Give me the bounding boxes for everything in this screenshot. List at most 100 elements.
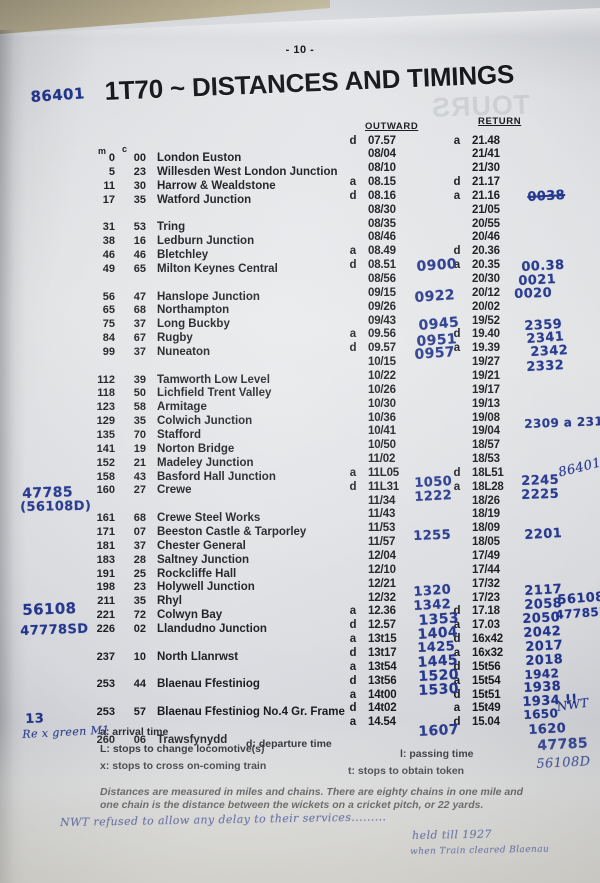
handwritten-note: (56108D) xyxy=(20,498,92,515)
outward-time: 09/43 xyxy=(368,314,396,327)
chains-value: 30 xyxy=(133,179,146,192)
chains-value: 27 xyxy=(133,484,146,497)
timing-row: a 13t15 d 16x42 xyxy=(0,633,600,647)
station-name: Armitage xyxy=(157,401,207,414)
timing-row: 11/34 18/26 xyxy=(0,495,600,509)
return-time: 15.04 xyxy=(472,716,526,728)
outward-time: 08/10 xyxy=(368,162,396,175)
timing-row: 12/10 17/44 xyxy=(0,564,600,578)
miles-value: 31 xyxy=(102,221,115,234)
distance-cell: 183 28 xyxy=(88,554,146,568)
outward-time: 12/32 xyxy=(368,591,396,604)
chains-value: 67 xyxy=(133,332,146,345)
station-name: Llandudno Junction xyxy=(157,622,267,635)
station-name: Tring xyxy=(157,221,186,234)
chains-value: 37 xyxy=(133,345,146,358)
return-flag: d xyxy=(453,328,461,341)
miles-value: 141 xyxy=(96,442,115,455)
station-name: Beeston Castle & Tarporley xyxy=(157,525,307,538)
outward-time: 12/21 xyxy=(368,577,396,590)
return-time: 21/41 xyxy=(472,148,500,161)
return-time: 17/44 xyxy=(472,563,500,576)
miles-value: 49 xyxy=(102,262,115,275)
miles-value: 237 xyxy=(96,650,115,663)
distance-cell: 129 35 xyxy=(88,415,146,429)
distance-cell: 135 70 xyxy=(88,429,146,443)
timing-row: d 08.16 a 21.16 xyxy=(0,190,600,204)
outward-flag: d xyxy=(349,674,357,687)
distance-cell: 171 07 xyxy=(88,526,146,540)
page-folio-number: - 10 - xyxy=(285,44,315,56)
handwritten-note: 2332 xyxy=(526,358,565,375)
station-name: Watford Junction xyxy=(157,193,252,206)
outward-time: 08/56 xyxy=(368,273,396,285)
return-time: 18/19 xyxy=(472,508,500,521)
miles-value: 198 xyxy=(96,581,115,594)
station-name: Crewe xyxy=(157,484,192,497)
return-flag: a xyxy=(453,619,461,632)
timing-row: 08/46 20/46 xyxy=(0,231,600,245)
return-time: 16x32 xyxy=(472,646,503,659)
handwritten-note: 1255 xyxy=(413,527,452,544)
station-name: Colwyn Bay xyxy=(157,609,223,622)
distance-cell: 11 30 xyxy=(88,180,146,194)
outward-time: 14.54 xyxy=(368,716,418,728)
distance-cell: 141 19 xyxy=(88,443,146,457)
miles-value: 123 xyxy=(96,401,115,414)
timing-row: d 07.57 a 21.48 xyxy=(0,135,600,149)
outward-flag: a xyxy=(349,633,357,646)
handwritten-note: 2201 xyxy=(524,526,563,543)
return-flag: d xyxy=(453,633,461,646)
chains-value: 37 xyxy=(133,539,146,552)
return-time: 20/12 xyxy=(472,286,500,299)
return-time: 19/27 xyxy=(472,356,500,369)
outward-time: 11/43 xyxy=(368,508,396,521)
return-time: 15t54 xyxy=(472,674,501,687)
chains-value: 10 xyxy=(133,650,146,663)
chains-value: 57 xyxy=(133,706,146,718)
timing-row: 11/02 18/53 xyxy=(0,453,600,467)
distance-cell: 253 44 xyxy=(88,678,146,692)
miles-value: 46 xyxy=(102,248,115,261)
timing-row: 10/26 19/17 xyxy=(0,384,600,398)
station-name: Bletchley xyxy=(157,248,209,261)
return-time: 19/13 xyxy=(472,397,500,410)
station-name: Holywell Junction xyxy=(157,581,255,594)
timing-row: 10/41 19/04 xyxy=(0,425,600,439)
timing-row: 11/53 18/09 xyxy=(0,522,600,536)
chains-value: 35 xyxy=(133,415,146,428)
outward-time: 10/26 xyxy=(368,383,396,396)
chains-value: 21 xyxy=(133,456,146,469)
distance-cell: 198 23 xyxy=(88,581,146,595)
return-flag: a xyxy=(453,189,461,202)
timing-row: a 14.54 d 15.04 xyxy=(0,716,600,730)
miles-value: 183 xyxy=(96,553,115,566)
station-name: Hanslope Junction xyxy=(157,290,260,303)
distance-cell: 112 39 xyxy=(88,374,146,388)
handwritten-note: 0957 xyxy=(414,344,456,363)
return-time: 20/55 xyxy=(472,217,500,230)
timing-row: 09/15 20/12 xyxy=(0,287,600,301)
return-time: 18L51 xyxy=(472,466,504,479)
chains-value: 58 xyxy=(133,401,146,414)
chains-value: 50 xyxy=(133,387,146,400)
chains-value: 68 xyxy=(133,304,146,317)
chains-value: 23 xyxy=(133,581,146,594)
return-flag: a xyxy=(453,646,461,659)
column-header-miles: m xyxy=(98,146,107,156)
timing-row: a 11L05 d 18L51 xyxy=(0,467,600,481)
distance-cell: 123 58 xyxy=(88,401,146,415)
distance-cell: 56 47 xyxy=(88,291,146,305)
distance-cell: 260 06 xyxy=(88,734,146,748)
return-time: 21/05 xyxy=(472,203,500,216)
timing-row: 08/35 20/55 xyxy=(0,218,600,232)
distance-cell: 161 68 xyxy=(88,512,146,526)
return-time: 18L28 xyxy=(472,480,504,493)
station-name: Crewe Steel Works xyxy=(157,512,261,525)
outward-flag: d xyxy=(349,702,357,715)
station-name: Rockcliffe Hall xyxy=(157,567,237,580)
outward-time: 12/04 xyxy=(368,550,396,562)
return-time: 17.18 xyxy=(472,605,500,618)
miles-value: 56 xyxy=(102,290,115,303)
chains-value: 28 xyxy=(133,553,146,566)
